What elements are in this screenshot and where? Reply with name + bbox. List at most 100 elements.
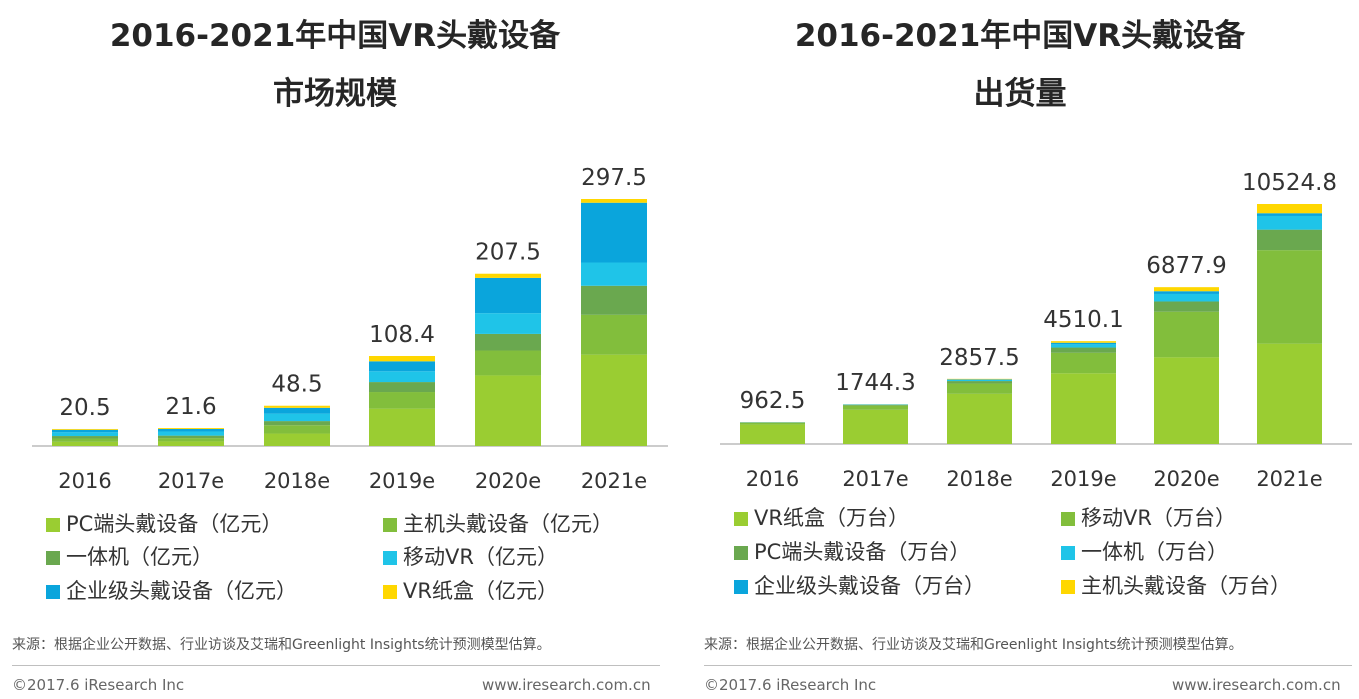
legend-item: VR纸盒（万台） [734,504,909,532]
bar-segment [581,262,647,286]
bar-segment [1154,301,1219,312]
legend-label: 主机头戴设备（亿元） [403,512,613,536]
legend-item: 主机头戴设备（亿元） [383,510,613,538]
legend-label: VR纸盒（亿元） [403,579,558,603]
legend-label: 移动VR（亿元） [403,545,558,569]
bar-segment [264,421,330,426]
chart-title-line-1: 2016-2021年中国VR头戴设备 [109,18,561,54]
bar-segment [1257,204,1322,214]
x-tick-label: 2017e [158,469,224,493]
bar-segment [843,404,908,406]
legend-label: PC端头戴设备（亿元） [66,512,283,536]
legend-item: 移动VR（万台） [1061,504,1236,532]
legend-item: 移动VR（亿元） [383,543,558,571]
bar-segment [581,354,647,446]
shipment-chart: 962.5 2016 1744.3 2017e 2857.5 2018e 4510.1 201… [720,170,1352,491]
bar-segment [52,428,118,430]
x-tick-label: 2018e [946,467,1012,491]
bar-segment [581,314,647,355]
bar-segment [158,441,224,446]
legend-swatch [46,585,60,599]
bar-segment [264,413,330,422]
legend-label: 一体机（万台） [1081,540,1228,564]
legend-swatch [1061,512,1075,526]
bar-segment [1154,287,1219,292]
bar-segment [369,382,435,393]
bar-segment [740,424,805,444]
bar-segment [158,428,224,432]
bar-segment [475,333,541,351]
x-tick-label: 2021e [581,469,647,493]
bar-segment [947,381,1012,384]
bar-segment [1051,373,1116,444]
legend-item: PC端头戴设备（万台） [734,538,970,566]
bar-total-label: 207.5 [475,240,541,266]
legend-label: 主机头戴设备（万台） [1081,574,1291,598]
divider [12,665,660,666]
bar-segment [1051,347,1116,353]
bar-segment [947,379,1012,380]
bar-segment [581,285,647,315]
bar-segment [52,436,118,439]
website-link[interactable]: www.iresearch.com.cn [1172,676,1341,694]
bar-segment [369,371,435,383]
divider [704,665,1352,666]
x-tick-label: 2017e [842,467,908,491]
bar-segment [947,393,1012,444]
legend-swatch [383,585,397,599]
bar-segment [475,277,541,314]
chart-title-line-2: 市场规模 [273,76,397,112]
bar-segment [1257,229,1322,251]
market-size-panel: 2016-2021年中国VR头戴设备 市场规模 20.5 2016 21.6 2017… [12,18,668,694]
bar-segment [843,405,908,410]
bar-segment [1051,342,1116,345]
bar-segment [843,409,908,444]
website-link[interactable]: www.iresearch.com.cn [482,676,651,694]
copyright: ©2017.6 iResearch Inc [704,676,877,694]
legend-swatch [46,551,60,565]
bar-segment [581,199,647,203]
x-tick-label: 2016 [58,469,111,493]
bar-total-label: 6877.9 [1146,253,1226,279]
bar-total-label: 108.4 [369,322,435,348]
legend-item: 一体机（亿元） [46,543,213,571]
legend-item: 一体机（万台） [1061,538,1228,566]
bar-segment [52,441,118,446]
bar-total-label: 1744.3 [835,370,915,396]
bar-segment [947,383,1012,394]
bar-segment [264,425,330,434]
legend-item: 企业级头戴设备（亿元） [46,577,297,605]
bar-segment [264,433,330,446]
bar-segment [369,392,435,409]
bar-segment [1051,352,1116,374]
bar-segment [264,407,330,414]
legend-label: 移动VR（万台） [1081,506,1236,530]
chart-title-line-2: 出货量 [973,76,1067,112]
bar-segment [1257,343,1322,444]
bar-segment [1154,311,1219,358]
x-tick-label: 2020e [1153,467,1219,491]
bar-total-label: 20.5 [59,395,110,421]
x-tick-label: 2019e [1050,467,1116,491]
bar-segment [264,405,330,408]
bar-segment [947,379,1012,382]
legend-item: 企业级头戴设备（万台） [734,572,985,600]
legend-swatch [1061,580,1075,594]
bar-total-label: 297.5 [581,165,647,191]
x-tick-label: 2021e [1256,467,1322,491]
bar-segment [158,435,224,439]
bar-segment [947,378,1012,380]
bar-segment [158,428,224,429]
bar-total-label: 4510.1 [1043,307,1123,333]
bar-segment [1154,291,1219,294]
bar-segment [475,375,541,446]
x-tick-label: 2018e [264,469,330,493]
source-note: 来源：根据企业公开数据、行业访谈及艾瑞和Greenlight Insights统… [12,637,551,653]
legend-swatch [734,580,748,594]
legend-label: 企业级头戴设备（万台） [754,574,985,598]
bar-total-label: 962.5 [740,388,806,414]
legend-swatch [46,518,60,532]
bar-total-label: 2857.5 [939,345,1019,371]
legend-swatch [734,512,748,526]
x-tick-label: 2020e [475,469,541,493]
